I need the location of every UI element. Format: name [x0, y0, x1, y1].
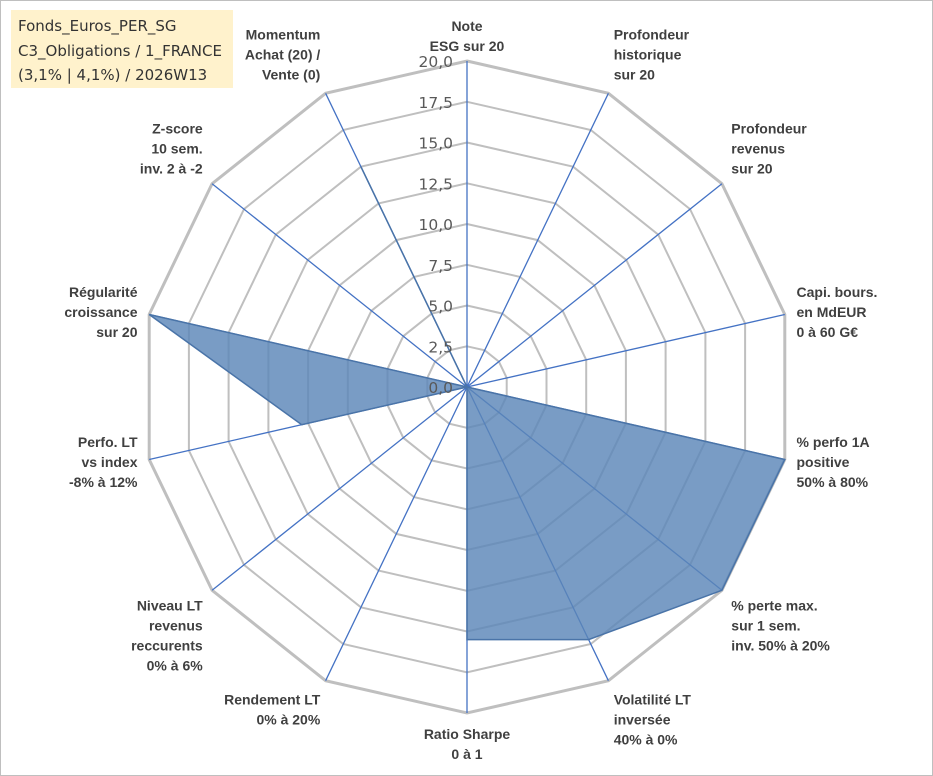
axis-label-line: Capi. bours.: [797, 284, 878, 300]
axis-label: Note ESG sur 20: [430, 18, 505, 54]
axis-label-line: Niveau LT: [137, 598, 203, 614]
tick-label: 17,5: [418, 94, 453, 112]
axis-label-line: Perfo. LT: [78, 434, 138, 450]
axis-label: Perfo. LT vs index -8% à 12%: [69, 434, 138, 490]
axis-label-line: Z-score: [152, 120, 203, 136]
tick-label: 10,0: [418, 216, 453, 234]
title-line-category: C3_Obligations / 1_FRANCE: [18, 41, 222, 60]
axis-label-line: revenus: [149, 618, 203, 634]
axis-label-line: 50% à 80%: [797, 474, 869, 490]
axis-label: Niveau LT revenus reccurents 0% à 6%: [131, 598, 203, 674]
axis-label-line: en MdEUR: [797, 304, 867, 320]
axis-label: Z-score 10 sem. inv. 2 à -2: [140, 120, 203, 176]
axis-label-line: 40% à 0%: [614, 732, 678, 748]
axis-label-line: positive: [797, 454, 850, 470]
series-area: [148, 166, 786, 641]
axis-label-line: reccurents: [131, 638, 203, 654]
axis-label-line: inv. 50% à 20%: [731, 638, 830, 654]
axis-label-line: revenus: [731, 140, 785, 156]
axis-label-line: Profondeur: [731, 120, 807, 136]
axis-label-line: vs index: [81, 454, 137, 470]
axis-label-line: 0 à 60 G€: [797, 324, 859, 340]
tick-label-layer: 0,0 2,5 5,0 7,5 10,0 12,5 15,0 17,5 20,0: [418, 53, 453, 397]
axis-label: Profondeur revenus sur 20: [731, 120, 807, 176]
axis-label: Profondeur historique sur 20: [614, 27, 690, 83]
axis-label-line: Régularité: [69, 284, 138, 300]
axis-label-line: 0% à 6%: [147, 658, 204, 674]
axis-spoke: [211, 386, 468, 591]
axis-label-layer: Note ESG sur 20 Profondeur historique sur 20…: [64, 18, 877, 762]
axis-label: Ratio Sharpe 0 à 1: [424, 726, 511, 762]
axis-label-line: sur 1 sem.: [731, 618, 800, 634]
axis-label-line: Achat (20) /: [245, 47, 321, 63]
axis-spoke: [466, 93, 609, 388]
tick-label: 5,0: [428, 298, 453, 316]
axis-label-line: Profondeur: [614, 27, 690, 43]
axis-label-line: croissance: [64, 304, 137, 320]
axis-label-line: Ratio Sharpe: [424, 726, 511, 742]
axis-spoke: [466, 313, 785, 388]
tick-label: 0,0: [428, 379, 453, 397]
axis-label: % perfo 1A positive 50% à 80%: [797, 434, 870, 490]
axis-label-line: Volatilité LT: [614, 692, 692, 708]
tick-label: 15,0: [418, 135, 453, 153]
axis-label-line: Vente (0): [262, 67, 320, 83]
tick-label: 20,0: [418, 53, 453, 71]
axis-label: Rendement LT 0% à 20%: [224, 692, 321, 728]
axis-label-line: inv. 2 à -2: [140, 160, 203, 176]
axis-spoke: [325, 386, 468, 681]
axis-label-line: sur 20: [731, 160, 772, 176]
title-box: Fonds_Euros_PER_SG C3_Obligations / 1_FR…: [11, 10, 233, 88]
axis-label-line: % perfo 1A: [797, 434, 870, 450]
axis-label-line: Note: [451, 18, 482, 34]
axis-label-line: ESG sur 20: [430, 38, 505, 54]
axis-label-line: 0% à 20%: [256, 712, 320, 728]
axis-label-line: -8% à 12%: [69, 474, 138, 490]
axis-label-line: sur 20: [614, 67, 655, 83]
axis-label: Volatilité LT inversée 40% à 0%: [614, 692, 692, 748]
axis-label-line: Rendement LT: [224, 692, 321, 708]
data-area-layer: [148, 166, 786, 641]
title-line-fund: Fonds_Euros_PER_SG: [18, 17, 177, 35]
axis-label-line: 10 sem.: [151, 140, 202, 156]
axis-label: Momentum Achat (20) / Vente (0): [245, 27, 321, 83]
axis-label-line: % perte max.: [731, 598, 817, 614]
axis-label-line: sur 20: [96, 324, 137, 340]
axis-label-line: 0 à 1: [451, 746, 482, 762]
axis-label: % perte max. sur 1 sem. inv. 50% à 20%: [731, 598, 830, 654]
axis-label-line: inversée: [614, 712, 671, 728]
tick-label: 7,5: [428, 257, 453, 275]
tick-label: 2,5: [428, 338, 453, 356]
axis-label-line: historique: [614, 47, 682, 63]
tick-label: 12,5: [418, 175, 453, 193]
axis-spoke: [211, 183, 468, 388]
title-line-period: (3,1% | 4,1%) / 2026W13: [18, 66, 208, 84]
axis-spoke: [466, 183, 723, 388]
axis-label: Régularité croissance sur 20: [64, 284, 137, 340]
axis-label: Capi. bours. en MdEUR 0 à 60 G€: [797, 284, 878, 340]
axis-label-line: Momentum: [246, 27, 321, 43]
